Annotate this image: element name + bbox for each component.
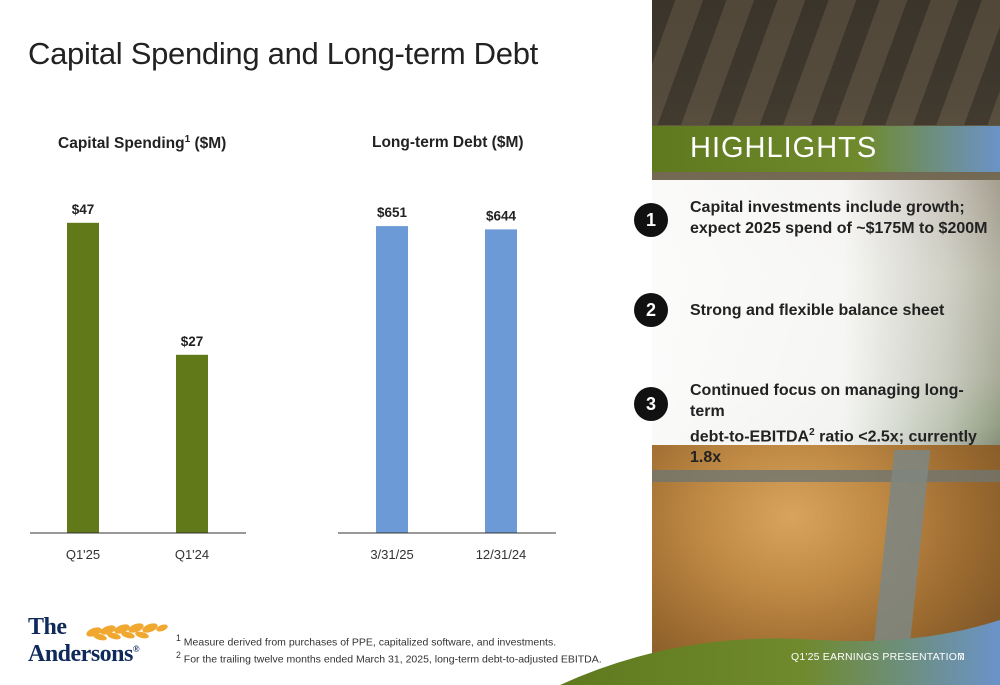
highlight-1-line1: Capital investments include growth; bbox=[690, 199, 965, 216]
highlight-3-line2-post: ratio <2.5x; currently 1.8x bbox=[690, 428, 977, 467]
photo-ceiling-beams bbox=[652, 0, 1000, 125]
wheat-icon bbox=[86, 623, 168, 641]
footer-label: Q1'25 EARNINGS PRESENTATION bbox=[791, 651, 965, 663]
charts-canvas: $47 Q1'25 $27 Q1'24 $651 3/31/25 $644 12/31/24 bbox=[30, 202, 556, 562]
highlight-3-number: 3 bbox=[634, 387, 668, 421]
capex-category-label-1: Q1'25 bbox=[66, 547, 100, 562]
photo-fade-overlay bbox=[652, 180, 1000, 460]
debt-bar-2 bbox=[485, 229, 517, 533]
highlight-3-line2-pre: debt-to-EBITDA bbox=[690, 428, 810, 446]
highlight-3-superscript: 2 bbox=[809, 427, 815, 438]
highlights-banner bbox=[652, 126, 1000, 172]
highlight-3-line1: Continued focus on managing long-term bbox=[690, 382, 964, 420]
logo-line-the: The bbox=[28, 614, 67, 640]
capex-category-label-2: Q1'24 bbox=[175, 547, 209, 562]
capex-chart: $47 Q1'25 $27 Q1'24 bbox=[30, 202, 246, 562]
footnote-1-text: Measure derived from purchases of PPE, c… bbox=[180, 636, 557, 649]
capex-title-text: Capital Spending bbox=[58, 135, 185, 153]
highlight-3-text: Continued focus on managing long-term de… bbox=[690, 380, 990, 468]
debt-bar-1 bbox=[376, 226, 408, 533]
debt-value-label-2: $644 bbox=[486, 208, 517, 223]
footnote-1: 1 Measure derived from purchases of PPE,… bbox=[176, 633, 556, 649]
highlight-1-number: 1 bbox=[634, 203, 668, 237]
footnote-1-marker: 1 bbox=[176, 633, 181, 643]
capex-bar-2 bbox=[176, 354, 208, 533]
company-logo: The Andersons® bbox=[28, 614, 168, 667]
page-title: Capital Spending and Long-term Debt bbox=[28, 36, 538, 71]
capex-bar-1 bbox=[67, 222, 99, 534]
logo-name: Andersons bbox=[28, 641, 133, 667]
debt-category-label-1: 3/31/25 bbox=[370, 547, 413, 562]
footnote-2-text: For the trailing twelve months ended Mar… bbox=[180, 653, 602, 666]
debt-category-label-2: 12/31/24 bbox=[476, 547, 527, 562]
highlight-1-line2: expect 2025 spend of ~$175M to $200M bbox=[690, 220, 988, 237]
footer-swoosh bbox=[560, 620, 1000, 685]
footnote-2: 2 For the trailing twelve months ended M… bbox=[176, 650, 602, 666]
capex-chart-title: Capital Spending1 ($M) bbox=[58, 134, 226, 153]
highlight-2-number: 2 bbox=[634, 293, 668, 327]
debt-chart-title: Long-term Debt ($M) bbox=[372, 134, 524, 151]
grain-photo bbox=[652, 0, 1000, 685]
photo-trailer-rail bbox=[652, 470, 1000, 482]
highlight-3-line2: debt-to-EBITDA2 ratio <2.5x; currently 1… bbox=[690, 422, 990, 468]
logo-line-andersons: Andersons® bbox=[28, 638, 140, 667]
page-number: 7 bbox=[958, 651, 964, 663]
capex-value-label-1: $47 bbox=[72, 202, 95, 217]
capex-title-superscript: 1 bbox=[184, 134, 191, 145]
highlight-1-text: Capital investments include growth; expe… bbox=[690, 197, 990, 239]
debt-value-label-1: $651 bbox=[377, 205, 408, 220]
footnote-2-marker: 2 bbox=[176, 650, 181, 660]
capex-title-unit: ($M) bbox=[190, 135, 227, 153]
logo-registered-mark: ® bbox=[132, 644, 140, 654]
highlights-heading: HIGHLIGHTS bbox=[690, 132, 878, 164]
debt-chart: $651 3/31/25 $644 12/31/24 bbox=[338, 205, 556, 562]
capex-value-label-2: $27 bbox=[181, 334, 204, 349]
highlight-2-text: Strong and flexible balance sheet bbox=[690, 302, 945, 319]
